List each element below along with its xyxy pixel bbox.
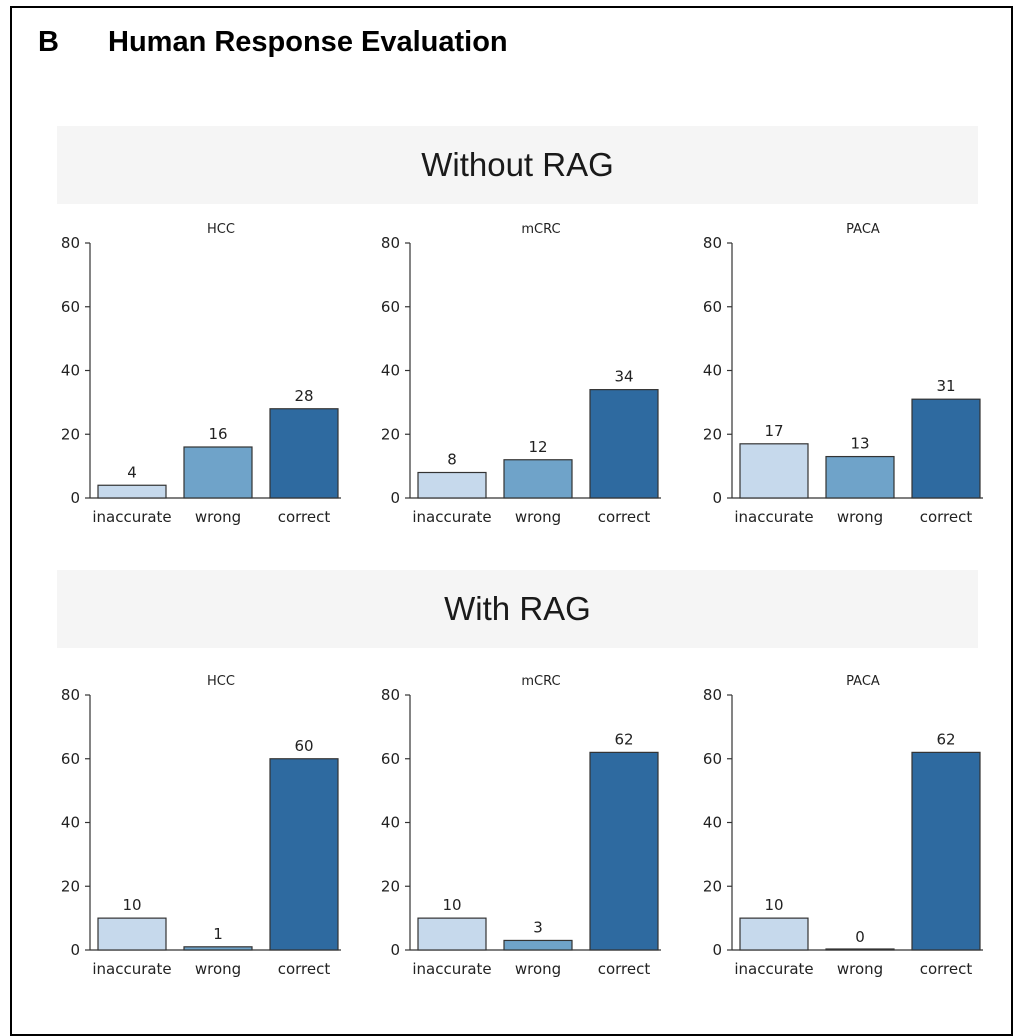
- x-tick-label-inaccurate-paca-with-rag: inaccurate: [734, 960, 813, 978]
- bar-wrong-paca-with-rag: [825, 948, 895, 951]
- bar-wrong-hcc-without-rag: [183, 446, 253, 499]
- y-tick-label-paca-with-rag: 20: [703, 877, 722, 895]
- x-tick-label-correct-paca-with-rag: correct: [920, 960, 973, 978]
- y-tick-label-hcc-with-rag: 60: [61, 750, 80, 768]
- y-tick-label-hcc-with-rag: 0: [70, 941, 80, 959]
- bar-wrong-hcc-with-rag: [183, 946, 253, 951]
- value-label-wrong-mcrc-with-rag: 3: [533, 918, 543, 936]
- value-label-correct-hcc-without-rag: 28: [294, 387, 313, 405]
- chart-title-hcc-with-rag: HCC: [207, 674, 235, 689]
- y-tick-label-hcc-without-rag: 0: [70, 489, 80, 507]
- y-tick-label-mcrc-without-rag: 60: [381, 298, 400, 316]
- x-tick-label-correct-hcc-with-rag: correct: [278, 960, 331, 978]
- bar-wrong-mcrc-without-rag: [503, 459, 573, 499]
- section-band-with-rag: With RAG: [57, 570, 978, 648]
- bar-correct-hcc-without-rag: [269, 408, 339, 499]
- x-tick-label-correct-hcc-without-rag: correct: [278, 508, 331, 526]
- value-label-wrong-hcc-without-rag: 16: [208, 425, 227, 443]
- y-tick-label-mcrc-with-rag: 20: [381, 877, 400, 895]
- chart-title-mcrc-without-rag: mCRC: [521, 222, 560, 237]
- value-label-correct-hcc-with-rag: 60: [294, 737, 313, 755]
- y-tick-label-paca-with-rag: 80: [703, 686, 722, 704]
- y-tick-label-mcrc-with-rag: 60: [381, 750, 400, 768]
- value-label-correct-mcrc-with-rag: 62: [614, 730, 633, 748]
- chart-title-hcc-without-rag: HCC: [207, 222, 235, 237]
- x-tick-label-correct-mcrc-with-rag: correct: [598, 960, 651, 978]
- x-tick-label-wrong-paca-with-rag: wrong: [837, 960, 883, 978]
- y-tick-label-hcc-with-rag: 40: [61, 814, 80, 832]
- chart-title-paca-with-rag: PACA: [846, 674, 880, 689]
- value-label-correct-mcrc-without-rag: 34: [614, 368, 633, 386]
- y-tick-label-mcrc-without-rag: 20: [381, 425, 400, 443]
- value-label-wrong-hcc-with-rag: 1: [213, 925, 223, 943]
- y-tick-label-mcrc-without-rag: 0: [390, 489, 400, 507]
- y-tick-label-paca-without-rag: 80: [703, 234, 722, 252]
- bar-correct-mcrc-with-rag: [589, 751, 659, 951]
- chart-title-paca-without-rag: PACA: [846, 222, 880, 237]
- value-label-inaccurate-paca-without-rag: 17: [764, 422, 783, 440]
- y-tick-label-paca-without-rag: 20: [703, 425, 722, 443]
- section-title-with-rag: With RAG: [444, 590, 591, 627]
- y-tick-label-mcrc-with-rag: 40: [381, 814, 400, 832]
- panel-letter: B: [38, 26, 59, 58]
- x-tick-label-wrong-mcrc-with-rag: wrong: [515, 960, 561, 978]
- value-label-inaccurate-mcrc-without-rag: 8: [447, 451, 457, 469]
- x-tick-label-correct-mcrc-without-rag: correct: [598, 508, 651, 526]
- y-tick-label-hcc-with-rag: 20: [61, 877, 80, 895]
- y-tick-label-mcrc-with-rag: 80: [381, 686, 400, 704]
- value-label-correct-paca-without-rag: 31: [936, 377, 955, 395]
- bar-inaccurate-hcc-with-rag: [97, 917, 167, 951]
- y-tick-label-paca-with-rag: 40: [703, 814, 722, 832]
- x-tick-label-wrong-mcrc-without-rag: wrong: [515, 508, 561, 526]
- x-tick-label-correct-paca-without-rag: correct: [920, 508, 973, 526]
- y-tick-label-paca-with-rag: 60: [703, 750, 722, 768]
- x-tick-label-wrong-hcc-with-rag: wrong: [195, 960, 241, 978]
- y-tick-label-paca-without-rag: 0: [712, 489, 722, 507]
- bar-correct-mcrc-without-rag: [589, 389, 659, 499]
- y-tick-label-hcc-without-rag: 60: [61, 298, 80, 316]
- y-tick-label-paca-with-rag: 0: [712, 941, 722, 959]
- bar-correct-paca-without-rag: [911, 398, 981, 499]
- x-tick-label-inaccurate-paca-without-rag: inaccurate: [734, 508, 813, 526]
- bar-inaccurate-paca-with-rag: [739, 917, 809, 951]
- value-label-inaccurate-paca-with-rag: 10: [764, 896, 783, 914]
- y-tick-label-mcrc-without-rag: 80: [381, 234, 400, 252]
- value-label-wrong-paca-with-rag: 0: [855, 928, 865, 946]
- y-tick-label-paca-without-rag: 60: [703, 298, 722, 316]
- x-tick-label-wrong-hcc-without-rag: wrong: [195, 508, 241, 526]
- bar-correct-hcc-with-rag: [269, 758, 339, 951]
- value-label-wrong-mcrc-without-rag: 12: [528, 438, 547, 456]
- bar-inaccurate-hcc-without-rag: [97, 484, 167, 499]
- bar-inaccurate-mcrc-with-rag: [417, 917, 487, 951]
- x-tick-label-inaccurate-hcc-without-rag: inaccurate: [92, 508, 171, 526]
- bar-inaccurate-paca-without-rag: [739, 443, 809, 499]
- value-label-wrong-paca-without-rag: 13: [850, 435, 869, 453]
- bar-wrong-paca-without-rag: [825, 455, 895, 499]
- panel-title: Human Response Evaluation: [108, 26, 508, 58]
- x-tick-label-inaccurate-mcrc-without-rag: inaccurate: [412, 508, 491, 526]
- chart-title-mcrc-with-rag: mCRC: [521, 674, 560, 689]
- x-tick-label-wrong-paca-without-rag: wrong: [837, 508, 883, 526]
- section-title-without-rag: Without RAG: [421, 146, 614, 183]
- y-tick-label-mcrc-without-rag: 40: [381, 362, 400, 380]
- section-band-without-rag: Without RAG: [57, 126, 978, 204]
- y-tick-label-hcc-without-rag: 80: [61, 234, 80, 252]
- bar-wrong-mcrc-with-rag: [503, 939, 573, 951]
- y-tick-label-paca-without-rag: 40: [703, 362, 722, 380]
- x-tick-label-inaccurate-mcrc-with-rag: inaccurate: [412, 960, 491, 978]
- y-tick-label-hcc-without-rag: 40: [61, 362, 80, 380]
- y-tick-label-mcrc-with-rag: 0: [390, 941, 400, 959]
- y-tick-label-hcc-with-rag: 80: [61, 686, 80, 704]
- x-tick-label-inaccurate-hcc-with-rag: inaccurate: [92, 960, 171, 978]
- bar-correct-paca-with-rag: [911, 751, 981, 951]
- bar-inaccurate-mcrc-without-rag: [417, 471, 487, 499]
- value-label-inaccurate-hcc-with-rag: 10: [122, 896, 141, 914]
- value-label-inaccurate-mcrc-with-rag: 10: [442, 896, 461, 914]
- value-label-inaccurate-hcc-without-rag: 4: [127, 463, 137, 481]
- y-tick-label-hcc-without-rag: 20: [61, 425, 80, 443]
- value-label-correct-paca-with-rag: 62: [936, 730, 955, 748]
